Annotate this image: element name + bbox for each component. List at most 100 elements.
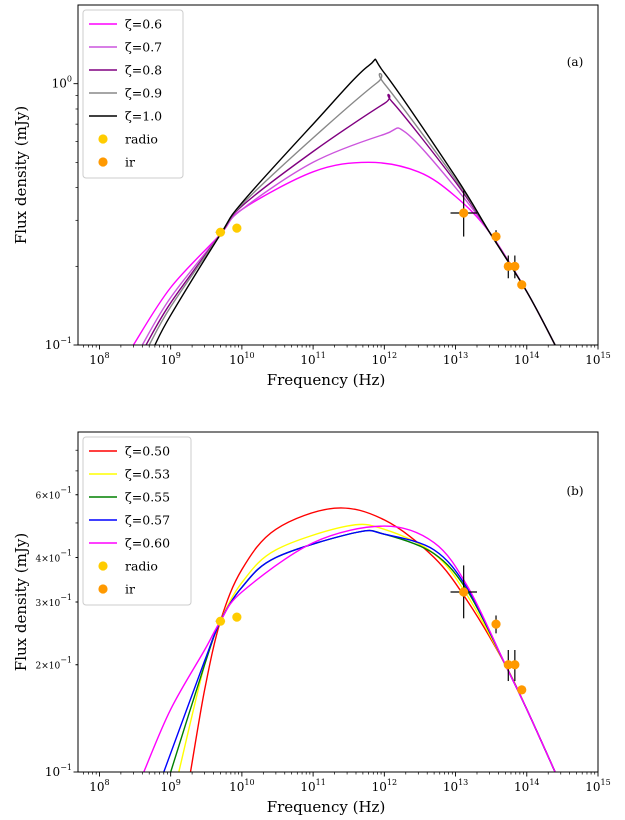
ir-point bbox=[459, 587, 469, 597]
x-tick-label-exponent: 12 bbox=[387, 778, 397, 787]
x-tick-label: 1015 bbox=[585, 351, 610, 367]
x-tick-label: 108 bbox=[89, 778, 109, 794]
panel-b: 108 109 1010 1011 1012 1013 1014 101510−12×10−1… bbox=[12, 431, 611, 816]
legend-marker bbox=[98, 561, 108, 571]
model-curves bbox=[132, 58, 556, 345]
y-axis-label: Flux density (mJy) bbox=[12, 533, 30, 671]
error-bars bbox=[215, 190, 516, 279]
radio-point bbox=[232, 223, 242, 233]
x-tick-label-exponent: 10 bbox=[244, 778, 254, 787]
x-axis-ticks: 108 109 1010 1011 1012 1013 1014 1015 bbox=[89, 345, 611, 367]
x-tick-label: 1011 bbox=[300, 351, 325, 367]
x-tick-label-exponent: 12 bbox=[387, 351, 397, 360]
legend-label: ζ=0.6 bbox=[125, 17, 162, 32]
x-tick-label-base: 10 bbox=[89, 353, 104, 367]
x-tick-label-base: 10 bbox=[300, 780, 315, 794]
legend-marker bbox=[98, 134, 108, 144]
x-tick-label-exponent: 15 bbox=[601, 778, 611, 787]
legend-label: ζ=0.57 bbox=[125, 513, 170, 528]
series-line-0 bbox=[132, 161, 556, 345]
legend-box bbox=[82, 9, 184, 179]
ir-point bbox=[517, 685, 527, 695]
legend-label: ζ=0.7 bbox=[125, 40, 162, 55]
y-tick-label-exponent: 0 bbox=[67, 75, 72, 84]
x-tick-label-exponent: 14 bbox=[529, 351, 539, 360]
series-line-1 bbox=[178, 523, 556, 772]
x-tick-label: 1015 bbox=[585, 778, 610, 794]
x-tick-label-base: 10 bbox=[585, 780, 600, 794]
x-tick-label: 109 bbox=[160, 778, 180, 794]
plot-frame bbox=[77, 431, 599, 773]
x-tick-label: 1013 bbox=[443, 351, 468, 367]
x-tick-label-exponent: 11 bbox=[316, 351, 326, 360]
y-tick-label-exponent: −1 bbox=[60, 548, 72, 557]
x-tick-label-base: 10 bbox=[514, 780, 529, 794]
x-axis-label: Frequency (Hz) bbox=[267, 798, 386, 816]
y-tick-label: 4×10−1 bbox=[35, 548, 72, 564]
y-tick-label: 2×10−1 bbox=[35, 656, 72, 672]
panel-a: 108 109 1010 1011 1012 1013 1014 101510−1100Fre… bbox=[12, 4, 611, 389]
x-axis-label: Frequency (Hz) bbox=[267, 371, 386, 389]
x-tick-label-exponent: 8 bbox=[105, 778, 110, 787]
ir-point bbox=[510, 660, 520, 670]
ir-point bbox=[517, 280, 527, 290]
x-tick-label: 109 bbox=[160, 351, 180, 367]
series-line-3 bbox=[163, 529, 556, 772]
x-tick-label: 1011 bbox=[300, 778, 325, 794]
y-tick-label-exponent: −1 bbox=[60, 763, 72, 772]
y-axis-label: Flux density (mJy) bbox=[12, 106, 30, 244]
x-tick-label-exponent: 14 bbox=[529, 778, 539, 787]
y-tick-label-base: 4×10 bbox=[35, 554, 60, 564]
ir-point bbox=[491, 231, 501, 242]
panel-label: (a) bbox=[567, 55, 584, 69]
legend-label: ζ=1.0 bbox=[125, 109, 162, 124]
x-tick-label-base: 10 bbox=[229, 353, 244, 367]
legend-label: radio bbox=[125, 132, 158, 147]
x-tick-label-exponent: 8 bbox=[105, 351, 110, 360]
ir-point bbox=[503, 261, 513, 271]
series-line-2 bbox=[145, 93, 556, 345]
ir-point bbox=[459, 208, 469, 218]
y-tick-label: 10−1 bbox=[45, 336, 72, 352]
x-tick-label-base: 10 bbox=[229, 780, 244, 794]
y-tick-label-base: 10 bbox=[52, 77, 67, 91]
error-bars bbox=[215, 565, 516, 682]
x-tick-label: 108 bbox=[89, 351, 109, 367]
data-points bbox=[215, 208, 527, 290]
x-tick-label: 1012 bbox=[372, 351, 397, 367]
x-tick-label-base: 10 bbox=[443, 353, 458, 367]
plot-frame bbox=[77, 4, 599, 346]
ir-point bbox=[510, 261, 520, 271]
x-tick-label: 1012 bbox=[372, 778, 397, 794]
legend-marker bbox=[98, 584, 108, 594]
y-axis-ticks: 10−1 100 bbox=[45, 75, 78, 352]
legend: ζ=0.50 ζ=0.53 ζ=0.55 ζ=0.57 ζ=0.60 radio ir bbox=[82, 436, 192, 606]
y-tick-label-base: 2×10 bbox=[35, 662, 60, 672]
x-tick-label-base: 10 bbox=[514, 353, 529, 367]
series-line-4 bbox=[143, 525, 556, 772]
y-tick-label: 10−1 bbox=[45, 763, 72, 779]
legend-label: ir bbox=[125, 582, 135, 597]
panel-label: (b) bbox=[566, 484, 583, 498]
ir-point bbox=[491, 619, 501, 629]
x-tick-label-exponent: 11 bbox=[316, 778, 326, 787]
x-axis-ticks: 108 109 1010 1011 1012 1013 1014 1015 bbox=[89, 772, 611, 794]
legend: ζ=0.6 ζ=0.7 ζ=0.8 ζ=0.9 ζ=1.0 radio ir bbox=[82, 9, 184, 179]
y-tick-label-base: 10 bbox=[45, 765, 60, 779]
x-tick-label-exponent: 9 bbox=[176, 351, 181, 360]
legend-box bbox=[82, 436, 192, 606]
x-tick-label-exponent: 15 bbox=[601, 351, 611, 360]
x-tick-label: 1014 bbox=[514, 351, 539, 367]
y-tick-label-base: 3×10 bbox=[35, 599, 60, 609]
x-tick-label: 1014 bbox=[514, 778, 539, 794]
x-tick-label-exponent: 13 bbox=[458, 351, 468, 360]
x-tick-label: 1010 bbox=[229, 351, 254, 367]
y-tick-label: 100 bbox=[52, 75, 72, 91]
legend-label: ζ=0.60 bbox=[125, 536, 170, 551]
legend-label: ζ=0.9 bbox=[125, 86, 162, 101]
x-tick-label-base: 10 bbox=[160, 353, 175, 367]
x-tick-label-base: 10 bbox=[300, 353, 315, 367]
legend-label: ζ=0.53 bbox=[125, 467, 170, 482]
y-tick-label-exponent: −1 bbox=[60, 656, 72, 665]
